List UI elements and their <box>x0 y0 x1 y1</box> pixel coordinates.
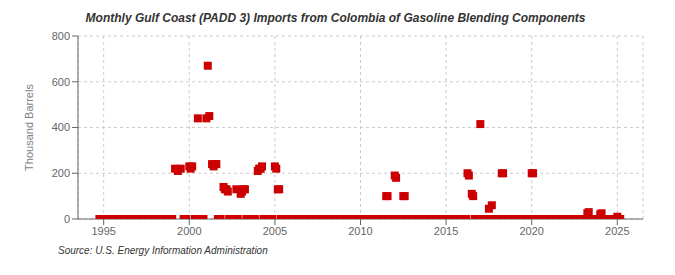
svg-text:2000: 2000 <box>177 225 201 237</box>
svg-text:0: 0 <box>64 213 70 225</box>
svg-text:Thousand Barrels: Thousand Barrels <box>23 84 35 171</box>
svg-text:400: 400 <box>52 121 70 133</box>
svg-text:600: 600 <box>52 76 70 88</box>
svg-text:800: 800 <box>52 30 70 42</box>
svg-text:2015: 2015 <box>434 225 458 237</box>
svg-text:1995: 1995 <box>91 225 115 237</box>
html-text:Monthly Gulf Coast (PADD 3) Im: Monthly Gulf Coast (PADD 3) Imports from… <box>85 11 586 25</box>
svg-text:2005: 2005 <box>263 225 287 237</box>
svg-text:2010: 2010 <box>348 225 372 237</box>
svg-text:2020: 2020 <box>519 225 543 237</box>
svg-text:200: 200 <box>52 167 70 179</box>
svg-text:2025: 2025 <box>605 225 629 237</box>
html-text:Source: U.S. Energy Informatio: Source: U.S. Energy Information Administ… <box>58 245 268 256</box>
